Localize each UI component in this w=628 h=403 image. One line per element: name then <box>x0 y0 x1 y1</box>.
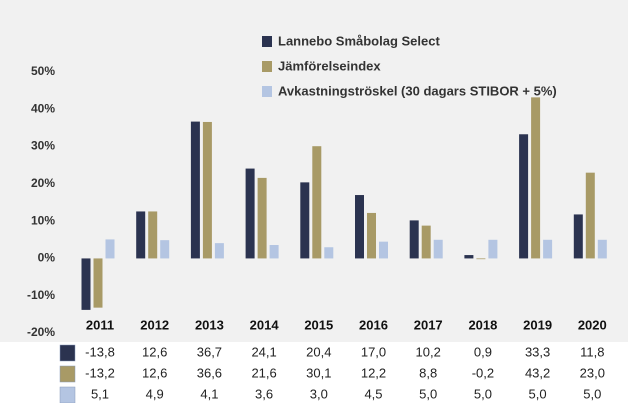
y-tick-label: 40% <box>31 101 55 115</box>
table-cell: 12,6 <box>142 365 167 380</box>
bar <box>269 245 279 259</box>
bar <box>160 240 170 259</box>
table-cell: 5,0 <box>583 386 601 401</box>
table-swatch <box>59 386 76 403</box>
x-tick-label: 2011 <box>86 317 114 332</box>
y-tick-label: 30% <box>31 139 55 153</box>
table-cell: 30,1 <box>306 365 331 380</box>
bar <box>257 177 267 259</box>
bar <box>324 247 334 259</box>
bar <box>93 258 103 308</box>
table-cell: 36,7 <box>197 344 222 359</box>
bar <box>312 146 322 259</box>
bar <box>543 239 553 259</box>
table-swatch <box>59 365 76 383</box>
table-cell: 43,2 <box>525 365 550 380</box>
bar <box>214 243 224 259</box>
y-tick-label: 10% <box>31 213 55 227</box>
table-cell: -0,2 <box>472 365 494 380</box>
x-tick-label: 2016 <box>359 317 388 332</box>
x-tick-label: 2013 <box>195 317 224 332</box>
bar <box>519 134 529 259</box>
y-tick-label: 50% <box>31 64 55 78</box>
y-tick-label: -20% <box>27 325 55 339</box>
legend-swatch <box>262 86 272 97</box>
y-tick-label: -10% <box>27 288 55 302</box>
table-cell: 21,6 <box>251 365 276 380</box>
table-cell: 12,6 <box>142 344 167 359</box>
x-tick-label: 2018 <box>468 317 497 332</box>
bar <box>464 255 474 259</box>
x-tick-label: 2012 <box>140 317 169 332</box>
table-cell: 8,8 <box>419 365 437 380</box>
bar <box>367 212 376 259</box>
x-tick-label: 2015 <box>304 317 333 332</box>
table-cell: -13,8 <box>85 344 115 359</box>
bar <box>597 239 607 259</box>
y-tick-label: 0% <box>38 251 56 265</box>
table-cell: 3,6 <box>255 386 273 401</box>
bar <box>148 211 158 259</box>
table-cell: 5,1 <box>91 386 109 401</box>
bar <box>488 239 498 259</box>
x-tick-label: 2017 <box>414 317 443 332</box>
table-cell: 0,9 <box>474 344 492 359</box>
bar <box>585 172 595 259</box>
table-cell: 3,0 <box>310 386 328 401</box>
bar <box>433 239 443 259</box>
table-cell: 4,5 <box>364 386 382 401</box>
bar <box>421 225 431 259</box>
bar <box>81 258 91 310</box>
x-tick-label: 2020 <box>578 317 607 332</box>
table-cell: 11,8 <box>580 344 604 359</box>
table-cell: 10,2 <box>416 344 441 359</box>
bar <box>409 220 419 259</box>
legend-label: Avkastningströskel (30 dagars STIBOR + 5… <box>278 83 557 98</box>
legend-label: Lannebo Småbolag Select <box>278 33 440 48</box>
bar <box>476 258 486 260</box>
table-cell: 20,4 <box>306 344 331 359</box>
bar <box>300 182 310 259</box>
bar <box>379 241 388 259</box>
legend-label: Jämförelseindex <box>278 58 381 73</box>
bar <box>190 121 200 259</box>
table-swatch <box>59 344 76 362</box>
table-cell: 17,0 <box>361 344 386 359</box>
bar <box>573 214 583 259</box>
table-cell: -13,2 <box>85 365 115 380</box>
bar <box>531 97 541 259</box>
table-cell: 4,9 <box>146 386 164 401</box>
bar <box>136 211 146 259</box>
table-cell: 36,6 <box>197 365 222 380</box>
legend-swatch <box>262 36 272 47</box>
table-cell: 5,0 <box>474 386 492 401</box>
bar <box>245 168 255 259</box>
table-cell: 24,1 <box>251 344 276 359</box>
x-tick-label: 2019 <box>523 317 552 332</box>
bar <box>105 239 115 259</box>
legend-swatch <box>262 61 272 72</box>
table-cell: 12,2 <box>361 365 386 380</box>
x-tick-label: 2014 <box>250 317 280 332</box>
bar <box>202 121 212 259</box>
table-cell: 4,1 <box>200 386 218 401</box>
table-cell: 5,0 <box>529 386 547 401</box>
table-cell: 33,3 <box>525 344 550 359</box>
bar <box>355 195 364 259</box>
y-tick-label: 20% <box>31 176 55 190</box>
table-cell: 23,0 <box>580 365 605 380</box>
table-cell: 5,0 <box>419 386 437 401</box>
